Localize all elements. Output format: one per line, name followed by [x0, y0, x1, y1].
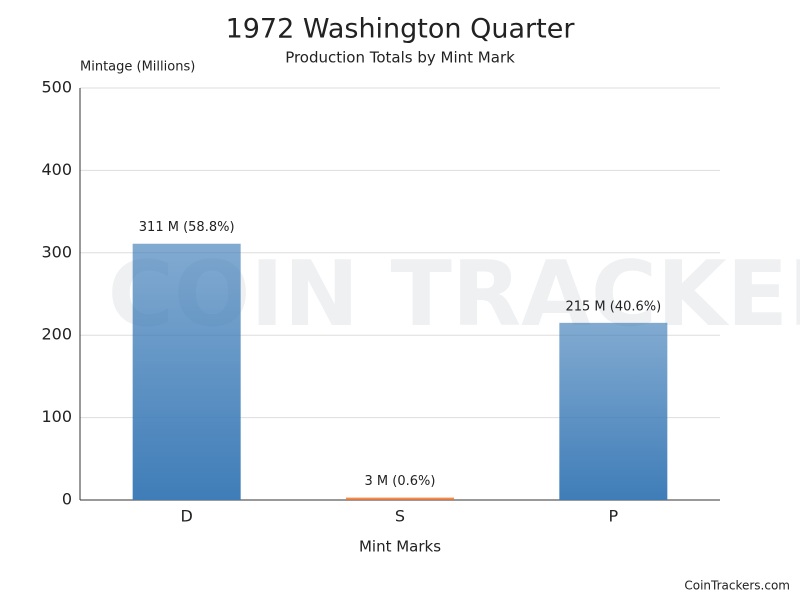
x-tick-label: S: [395, 507, 405, 526]
chart-title: 1972 Washington Quarter: [226, 14, 576, 45]
x-tick-label: P: [609, 507, 619, 526]
chart-subtitle: Production Totals by Mint Mark: [285, 49, 515, 67]
y-tick-label: 500: [41, 78, 72, 97]
y-tick-label: 300: [41, 242, 72, 261]
bar: [346, 497, 454, 500]
value-label: 3 M (0.6%): [365, 474, 436, 489]
x-tick-label: D: [181, 507, 193, 526]
value-label: 215 M (40.6%): [565, 299, 661, 314]
bar: [559, 322, 668, 500]
value-label: 311 M (58.8%): [139, 220, 235, 235]
bar: [132, 243, 241, 500]
y-tick-label: 0: [62, 490, 72, 509]
credit: CoinTrackers.com: [684, 579, 790, 593]
y-tick-label: 200: [41, 325, 72, 344]
y-axis-title: Mintage (Millions): [80, 60, 195, 75]
y-tick-label: 400: [41, 160, 72, 179]
y-tick-label: 100: [41, 407, 72, 426]
x-axis-title: Mint Marks: [359, 538, 441, 556]
